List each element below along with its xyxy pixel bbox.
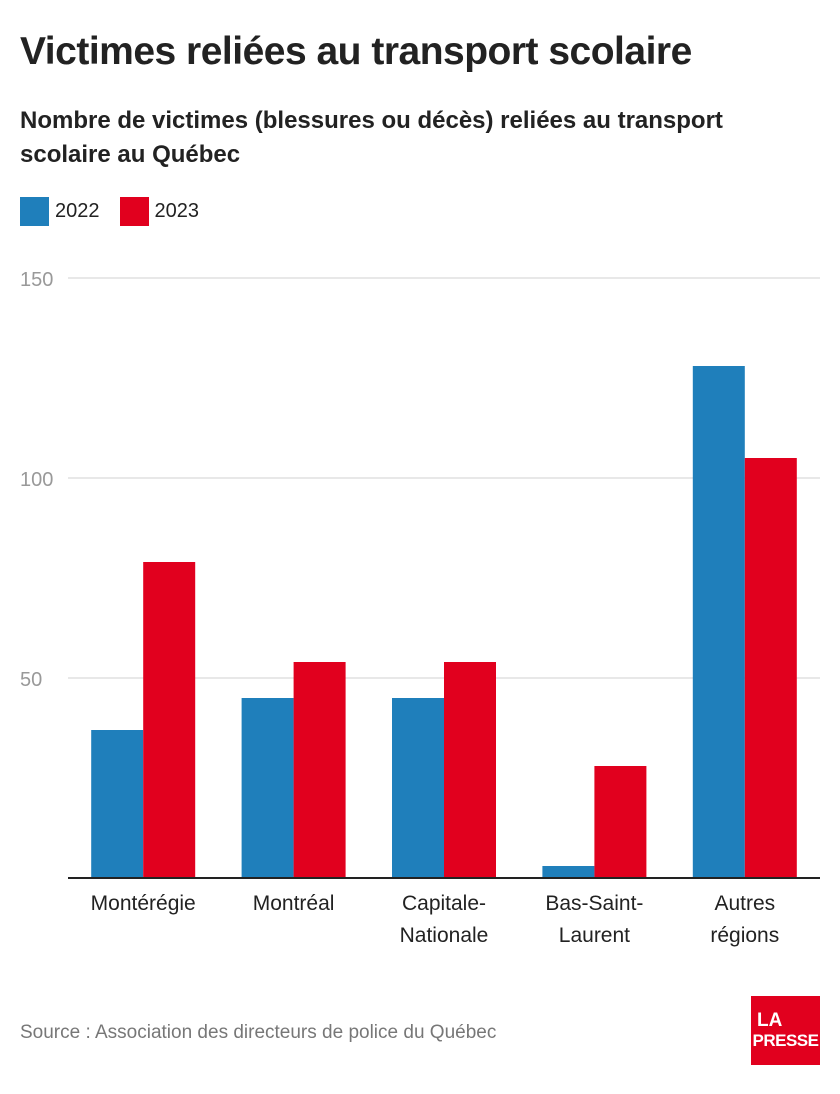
y-tick-label-50: 50	[20, 669, 42, 691]
legend-item-2023: 2023	[119, 197, 200, 226]
bar-2023-2	[444, 662, 496, 878]
logo-text-la: LA	[757, 1009, 783, 1031]
legend-label-2022: 2022	[55, 200, 100, 222]
x-tick-label-0-0: Montérégie	[91, 892, 196, 915]
bar-2023-0	[143, 562, 196, 878]
bar-2023-3	[594, 766, 647, 878]
bar-chart: 50 100 150 Montérégie Montréal Capitale- Natio…	[20, 269, 820, 947]
bar-2022-1	[241, 698, 294, 878]
legend: 2022 2023	[20, 197, 219, 226]
x-tick-label-2-0: Capitale-	[402, 892, 486, 915]
chart-title: Victimes reliées au transport scolaire	[20, 30, 692, 73]
chart-subtitle: Nombre de victimes (blessures ou décès) …	[20, 107, 723, 168]
la-presse-logo: LA PRESSE	[751, 996, 820, 1065]
bar-2022-3	[542, 866, 595, 878]
bar-2023-1	[293, 662, 346, 878]
bar-2022-0	[91, 730, 144, 878]
x-tick-label-1-0: Montréal	[253, 892, 335, 915]
legend-swatch-2023	[119, 197, 149, 226]
x-tick-label-3-1: Laurent	[559, 924, 630, 947]
bar-2023-4	[744, 458, 797, 878]
y-tick-label-100: 100	[20, 469, 53, 491]
legend-item-2022: 2022	[20, 197, 100, 226]
legend-label-2023: 2023	[154, 200, 200, 222]
x-tick-label-3-0: Bas-Saint-	[545, 892, 643, 915]
bar-2022-2	[392, 698, 444, 878]
logo-text-presse: PRESSE	[752, 1030, 819, 1050]
source-note: Source : Association des directeurs de p…	[20, 1022, 497, 1043]
bar-2022-4	[692, 366, 745, 878]
legend-swatch-2022	[20, 197, 49, 226]
x-tick-label-4-0: Autres	[714, 892, 775, 915]
x-tick-label-4-1: régions	[710, 924, 779, 947]
x-tick-label-2-1: Nationale	[400, 924, 489, 947]
y-tick-label-150: 150	[20, 269, 53, 291]
